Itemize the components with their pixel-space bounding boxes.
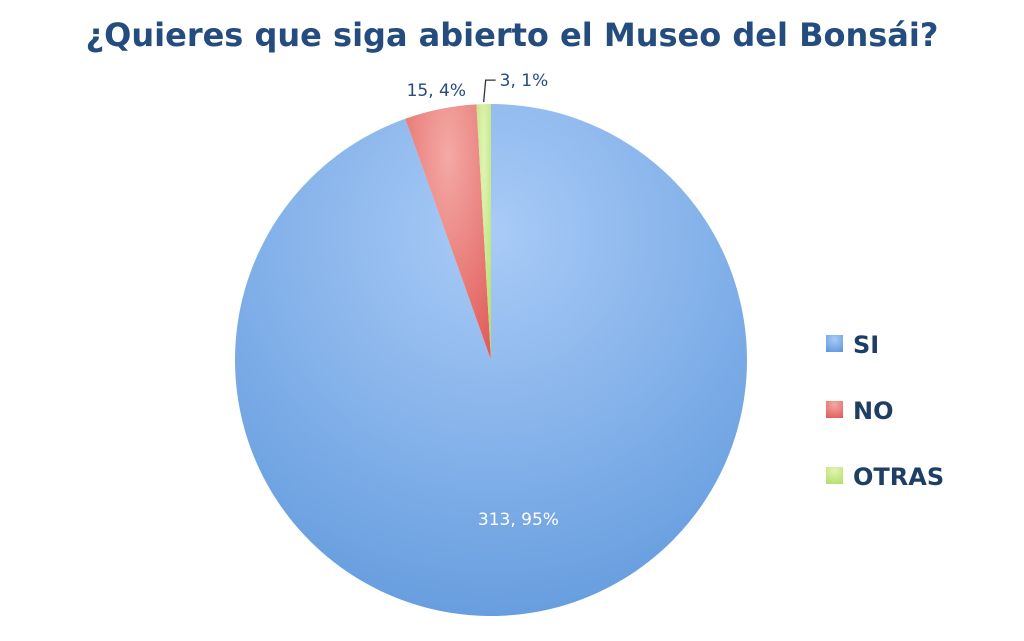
data-labels: 313, 95% 15, 4% 3, 1% bbox=[407, 71, 559, 530]
legend-swatch-si bbox=[826, 335, 843, 352]
chart-title: ¿Quieres que siga abierto el Museo del B… bbox=[86, 16, 939, 54]
data-label-no: 15, 4% bbox=[407, 81, 466, 101]
legend-label-otras: OTRAS bbox=[853, 463, 944, 491]
legend-swatch-otras bbox=[826, 467, 843, 484]
pie-slice-si bbox=[235, 104, 748, 617]
data-label-si: 313, 95% bbox=[478, 510, 559, 530]
pie-slice-otras bbox=[476, 104, 491, 360]
legend-label-si: SI bbox=[853, 331, 879, 359]
pie-slice-no bbox=[405, 104, 491, 360]
data-label-otras: 3, 1% bbox=[500, 71, 549, 91]
leader-line-otras bbox=[483, 79, 496, 103]
legend-swatch-no bbox=[826, 401, 843, 418]
legend-label-no: NO bbox=[853, 397, 894, 425]
pie-slices bbox=[235, 104, 748, 617]
legend: SI NO OTRAS bbox=[826, 331, 944, 491]
